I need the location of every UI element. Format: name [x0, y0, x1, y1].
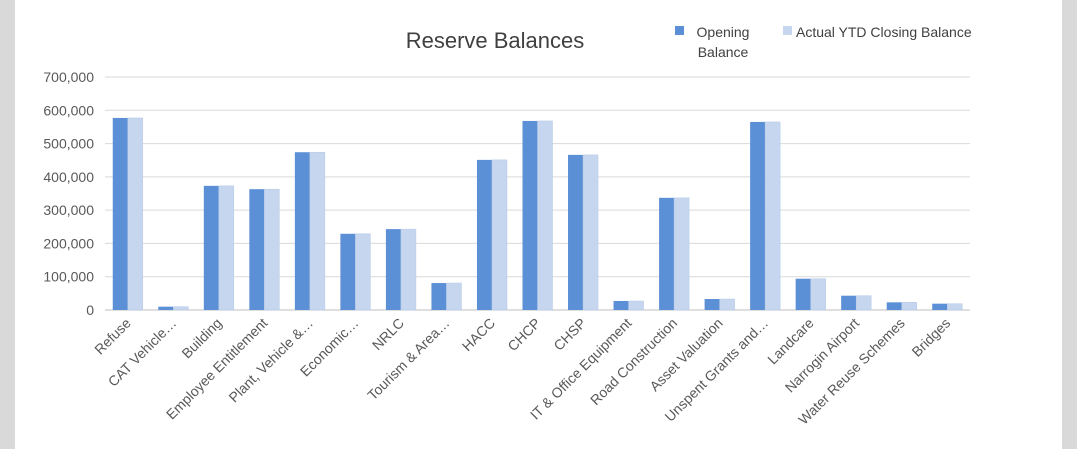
y-tick-label: 600,000 — [43, 102, 94, 118]
bar-opening-balance — [613, 301, 629, 310]
legend-swatch-actual-ytd-closing-balance — [783, 26, 792, 35]
legend-label-opening-balance: Opening Balance — [696, 24, 750, 60]
bar-opening-balance — [340, 233, 356, 310]
bar-closing-balance — [628, 300, 644, 311]
bar-opening-balance — [249, 189, 265, 310]
y-tick-label: 100,000 — [43, 269, 94, 285]
y-tick-label: 400,000 — [43, 169, 94, 185]
x-tick-label: Building — [178, 315, 225, 362]
bar-closing-balance — [491, 159, 508, 311]
bar-opening-balance — [841, 295, 857, 310]
x-tick-label: CHSP — [550, 315, 589, 354]
bar-opening-balance — [750, 121, 766, 310]
bar-closing-balance — [355, 233, 371, 311]
bar-opening-balance — [704, 299, 720, 310]
x-tick-label: Refuse — [91, 315, 134, 358]
bar-opening-balance — [431, 283, 447, 310]
x-tick-label: Road Construction — [587, 315, 680, 408]
x-tick-label: Plant, Vehicle &… — [225, 315, 316, 406]
bar-closing-balance — [855, 295, 872, 311]
bar-opening-balance — [294, 152, 310, 310]
y-tick-label: 0 — [86, 302, 94, 318]
bar-opening-balance — [795, 278, 811, 310]
x-tick-label: NRLC — [369, 315, 407, 353]
legend-swatch-opening-balance — [675, 26, 684, 35]
bar-closing-balance — [764, 121, 781, 311]
bar-opening-balance — [203, 185, 219, 310]
bar-closing-balance — [946, 303, 963, 311]
bar-closing-balance — [673, 197, 690, 311]
bar-closing-balance — [400, 228, 417, 311]
bar-opening-balance — [932, 303, 948, 310]
bar-opening-balance — [158, 306, 174, 310]
bar-opening-balance — [568, 154, 584, 310]
bar-closing-balance — [719, 298, 735, 311]
bar-opening-balance — [112, 117, 128, 310]
x-tick-label: CHCP — [504, 315, 543, 354]
x-tick-label: Tourism & Area… — [364, 315, 452, 403]
bar-closing-balance — [309, 151, 326, 311]
y-tick-label: 200,000 — [43, 235, 94, 251]
x-tick-label: Bridges — [908, 315, 953, 360]
bar-closing-balance — [582, 154, 599, 311]
bar-closing-balance — [218, 185, 235, 311]
bar-opening-balance — [659, 197, 675, 310]
legend-label-actual-ytd-closing-balance: Actual YTD Closing Balance — [796, 24, 972, 40]
y-tick-label: 500,000 — [43, 136, 94, 152]
bar-closing-balance — [127, 117, 144, 311]
bar-opening-balance — [886, 302, 902, 310]
bar-closing-balance — [901, 302, 917, 311]
bar-closing-balance — [537, 120, 553, 311]
bar-opening-balance — [522, 120, 538, 311]
y-tick-label: 700,000 — [43, 69, 94, 85]
x-tick-label: HACC — [459, 315, 498, 354]
y-tick-label: 300,000 — [43, 202, 94, 218]
bar-closing-balance — [446, 282, 462, 311]
bar-closing-balance — [264, 188, 280, 311]
chart-title: Reserve Balances — [405, 28, 585, 53]
bar-opening-balance — [385, 229, 401, 310]
chart-area: Reserve Balances Opening Balance Actual … — [15, 0, 1062, 449]
bar-closing-balance — [173, 306, 189, 311]
bar-opening-balance — [476, 159, 492, 310]
bar-closing-balance — [810, 278, 826, 311]
